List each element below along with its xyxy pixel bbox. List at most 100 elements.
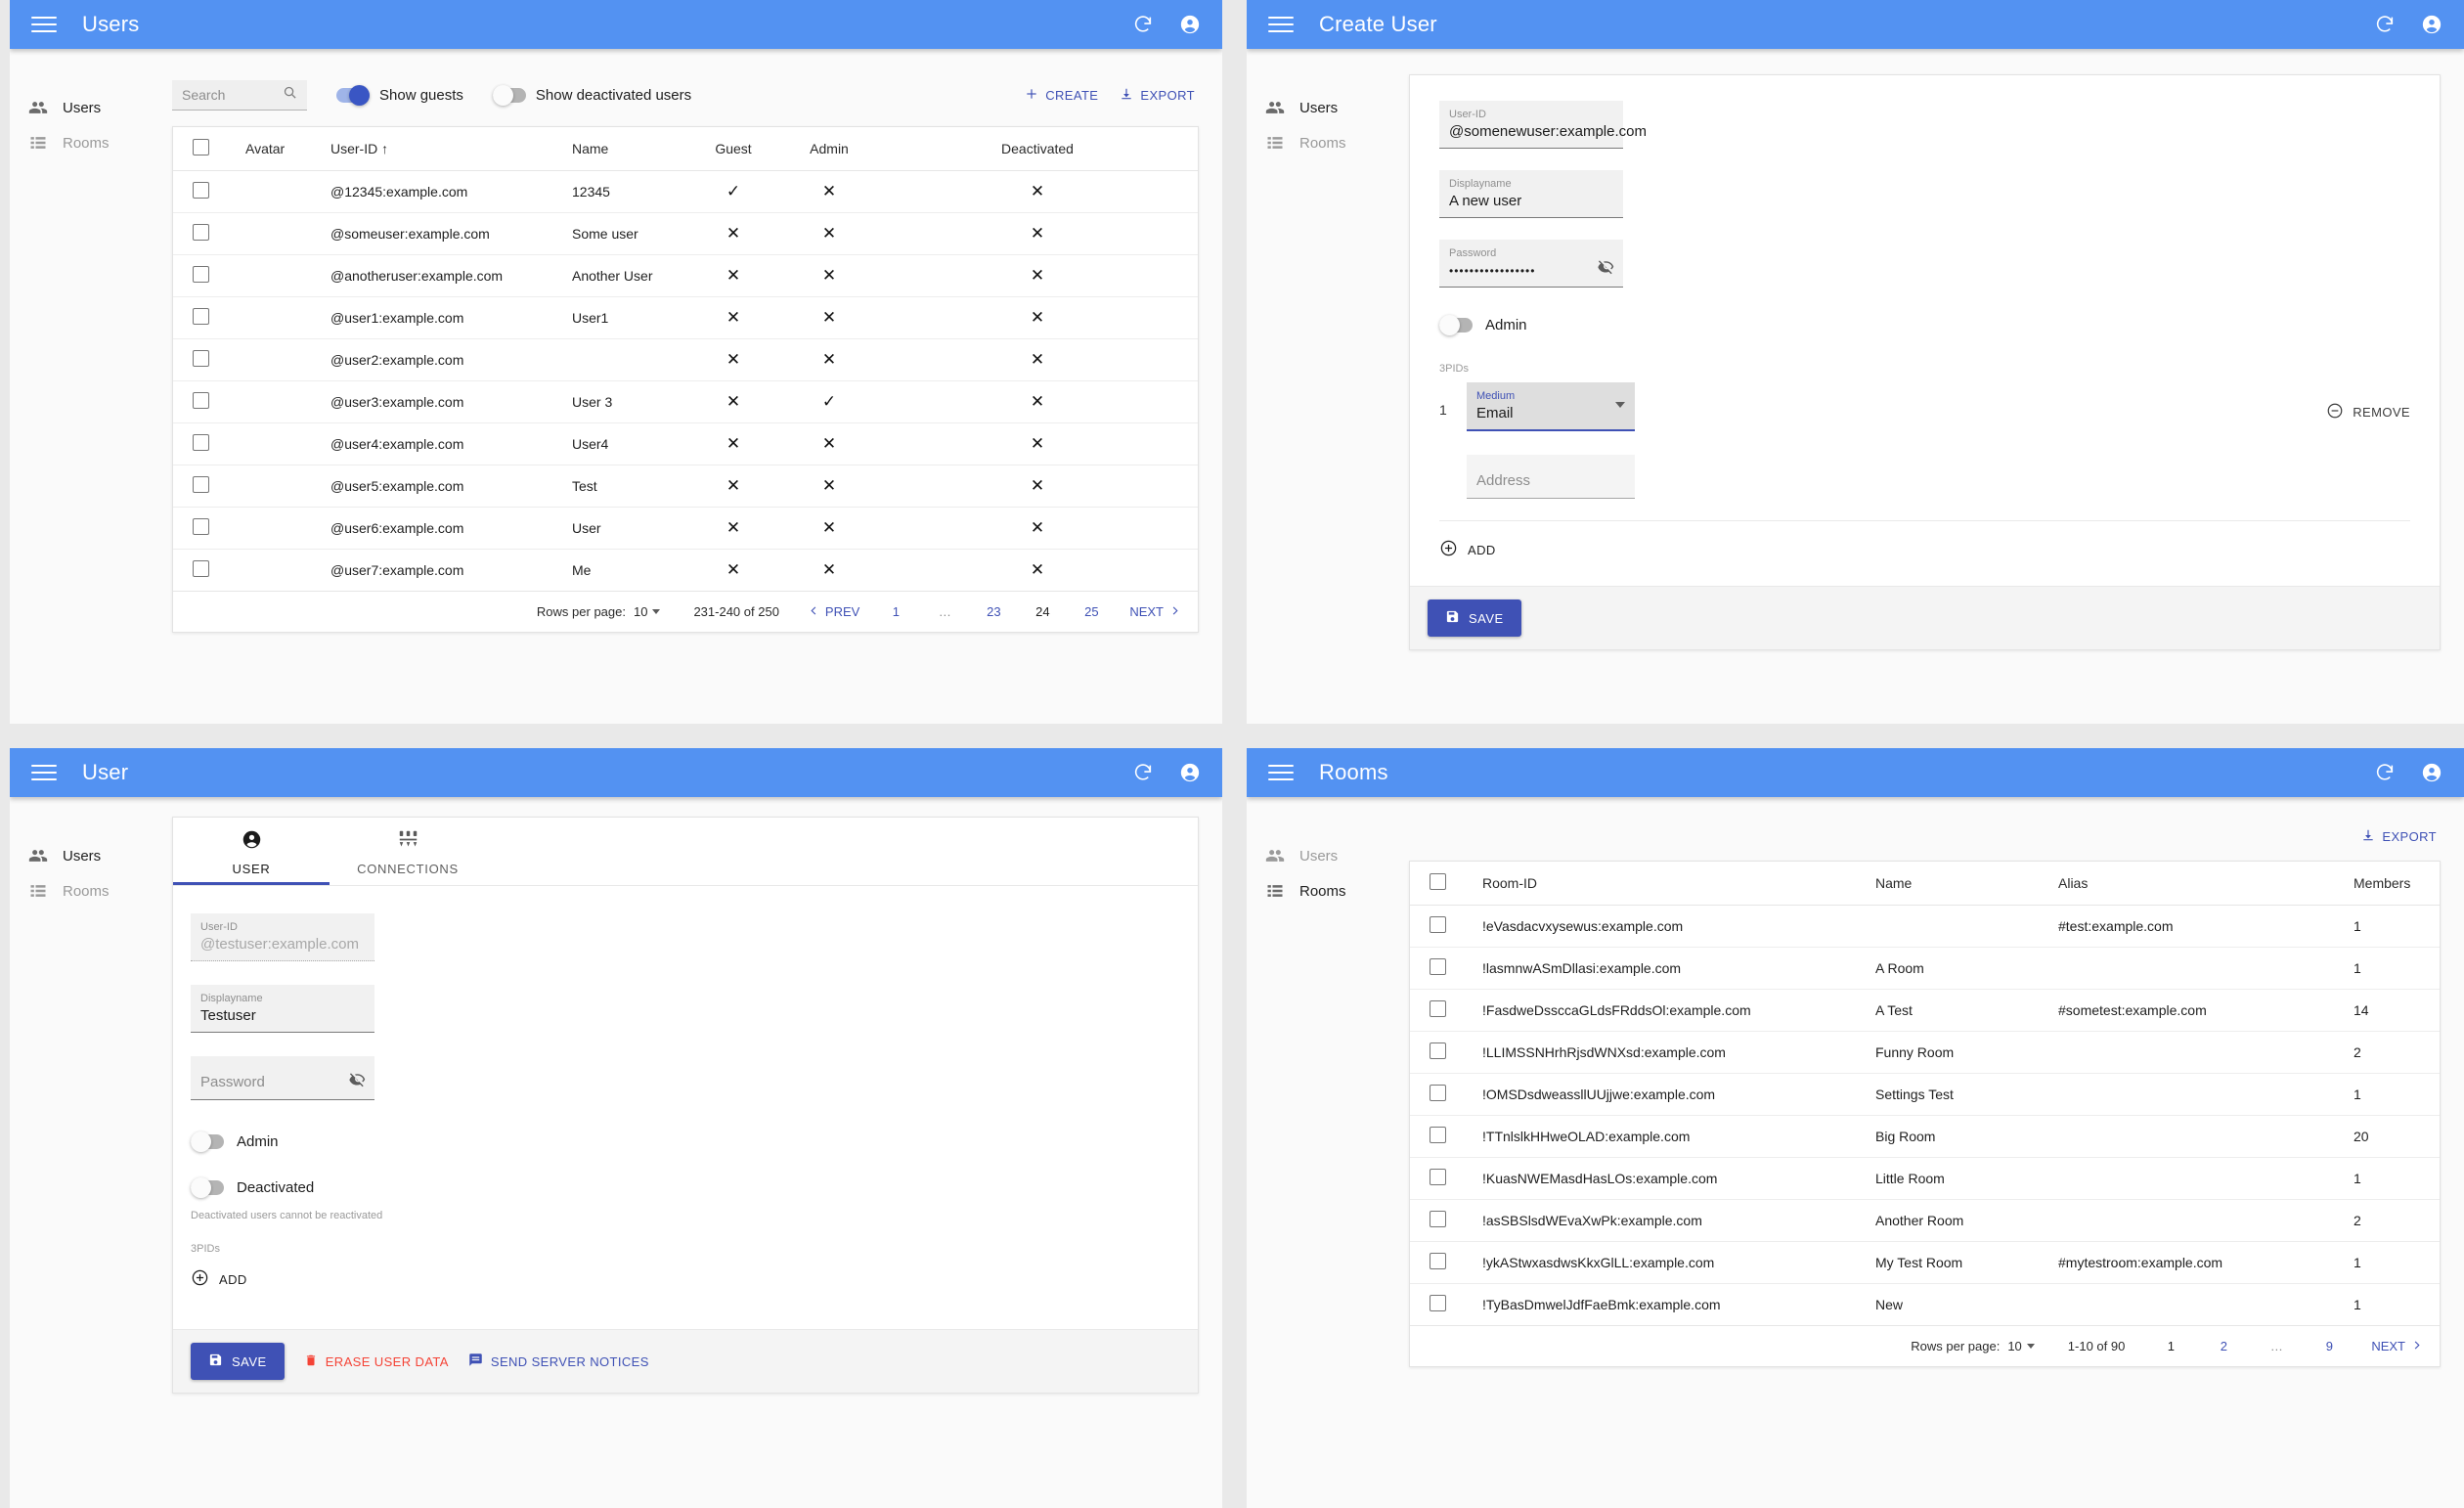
password-field[interactable]: Password •••••••••••••••••	[1439, 240, 1623, 288]
table-row[interactable]: @user6:example.com User ✕ ✕ ✕	[173, 507, 1198, 550]
row-checkbox[interactable]	[193, 266, 209, 283]
row-checkbox[interactable]	[1430, 1127, 1446, 1143]
table-row[interactable]: @12345:example.com 12345 ✓ ✕ ✕	[173, 170, 1198, 213]
table-row[interactable]: @user1:example.com User1 ✕ ✕ ✕	[173, 296, 1198, 339]
account-circle-icon[interactable]	[2421, 14, 2442, 35]
page-number[interactable]: 23	[987, 604, 1001, 619]
header-user-id[interactable]: User-ID ↑	[325, 127, 566, 171]
page-number[interactable]: 1	[2167, 1339, 2175, 1353]
sidebar-item-rooms[interactable]: Rooms	[1247, 125, 1391, 160]
next-page-button[interactable]: NEXT	[1129, 604, 1180, 619]
address-field[interactable]: Address	[1467, 455, 1635, 499]
row-checkbox[interactable]	[193, 560, 209, 577]
account-circle-icon[interactable]	[1179, 14, 1201, 35]
header-avatar[interactable]: Avatar	[240, 127, 325, 171]
hamburger-menu-icon[interactable]	[1268, 12, 1294, 37]
row-checkbox[interactable]	[1430, 1253, 1446, 1269]
header-admin[interactable]: Admin	[781, 127, 877, 171]
next-page-button[interactable]: NEXT	[2371, 1339, 2422, 1353]
header-members[interactable]: Members	[2348, 862, 2440, 906]
row-checkbox[interactable]	[1430, 1169, 1446, 1185]
row-checkbox[interactable]	[1430, 1085, 1446, 1101]
rows-per-page-select[interactable]: 10	[634, 604, 661, 619]
tab-user[interactable]: USER	[173, 818, 330, 885]
header-room-id[interactable]: Room-ID	[1476, 862, 1870, 906]
header-name[interactable]: Name	[1870, 862, 2052, 906]
sidebar-item-rooms[interactable]: Rooms	[10, 873, 154, 909]
rows-per-page-select[interactable]: 10	[2007, 1339, 2035, 1353]
table-row[interactable]: !asSBSlsdWEvaXwPk:example.com Another Roo…	[1410, 1199, 2440, 1242]
table-row[interactable]: !TTnlslkHHweOLAD:example.com Big Room 20	[1410, 1115, 2440, 1158]
table-row[interactable]: !FasdweDssccaGLdsFRddsOl:example.com A Te…	[1410, 989, 2440, 1032]
table-row[interactable]: !KuasNWEMasdHasLOs:example.com Little Roo…	[1410, 1157, 2440, 1200]
sidebar-item-users[interactable]: Users	[10, 90, 154, 125]
page-number[interactable]: 25	[1084, 604, 1099, 619]
select-all-checkbox[interactable]	[193, 139, 209, 155]
admin-toggle[interactable]	[191, 1131, 224, 1152]
row-checkbox[interactable]	[1430, 916, 1446, 933]
export-button[interactable]: EXPORT	[1120, 87, 1195, 104]
search-input[interactable]: Search	[172, 80, 307, 111]
displayname-field[interactable]: Displayname A new user	[1439, 170, 1623, 218]
deactivated-toggle[interactable]	[191, 1177, 224, 1198]
export-button[interactable]: EXPORT	[2361, 828, 2437, 845]
header-guest[interactable]: Guest	[685, 127, 781, 171]
table-row[interactable]: @user7:example.com Me ✕ ✕ ✕	[173, 549, 1198, 592]
tab-connections[interactable]: CONNECTIONS	[330, 818, 486, 885]
row-checkbox[interactable]	[193, 308, 209, 325]
table-row[interactable]: !OMSDsdweassllUUjjwe:example.com Settings…	[1410, 1073, 2440, 1116]
page-number[interactable]: 24	[1035, 604, 1050, 619]
sidebar-item-users[interactable]: Users	[1247, 90, 1391, 125]
sidebar-item-users[interactable]: Users	[1247, 838, 1391, 873]
add-threepid-button[interactable]: ADD	[191, 1268, 1198, 1290]
row-checkbox[interactable]	[193, 224, 209, 241]
user-id-field[interactable]: User-ID @somenewuser:example.com	[1439, 101, 1647, 149]
displayname-field[interactable]: Displayname Testuser	[191, 985, 374, 1033]
create-button[interactable]: CREATE	[1025, 87, 1098, 104]
table-row[interactable]: @user2:example.com ✕ ✕ ✕	[173, 338, 1198, 381]
prev-page-button[interactable]: PREV	[809, 604, 859, 619]
sidebar-item-rooms[interactable]: Rooms	[1247, 873, 1391, 909]
row-checkbox[interactable]	[193, 350, 209, 367]
hamburger-menu-icon[interactable]	[31, 12, 57, 37]
sidebar-item-rooms[interactable]: Rooms	[10, 125, 154, 160]
account-circle-icon[interactable]	[2421, 762, 2442, 783]
show-deactivated-toggle[interactable]	[492, 85, 526, 106]
save-button[interactable]: SAVE	[191, 1343, 285, 1380]
header-name[interactable]: Name	[566, 127, 685, 171]
visibility-off-icon[interactable]	[1598, 258, 1614, 280]
refresh-icon[interactable]	[2374, 14, 2396, 35]
row-checkbox[interactable]	[193, 476, 209, 493]
hamburger-menu-icon[interactable]	[1268, 760, 1294, 785]
table-row[interactable]: !LLIMSSNHrhRjsdWNXsd:example.com Funny Ro…	[1410, 1031, 2440, 1074]
medium-select[interactable]: Medium Email	[1467, 382, 1635, 431]
page-number[interactable]: 9	[2325, 1339, 2333, 1353]
row-checkbox[interactable]	[193, 434, 209, 451]
table-row[interactable]: @anotheruser:example.com Another User ✕ ✕ ✕	[173, 254, 1198, 297]
admin-toggle[interactable]	[1439, 315, 1473, 335]
header-alias[interactable]: Alias	[2052, 862, 2348, 906]
show-guests-toggle[interactable]	[336, 85, 370, 106]
refresh-icon[interactable]	[1132, 14, 1154, 35]
refresh-icon[interactable]	[1132, 762, 1154, 783]
header-deactivated[interactable]: Deactivated	[877, 127, 1198, 171]
row-checkbox[interactable]	[193, 518, 209, 535]
sidebar-item-users[interactable]: Users	[10, 838, 154, 873]
add-threepid-button[interactable]: ADD	[1439, 539, 2410, 560]
row-checkbox[interactable]	[1430, 958, 1446, 975]
row-checkbox[interactable]	[1430, 1295, 1446, 1311]
visibility-off-icon[interactable]	[349, 1071, 366, 1092]
table-row[interactable]: !lasmnwASmDllasi:example.com A Room 1	[1410, 947, 2440, 990]
save-button[interactable]: SAVE	[1428, 599, 1521, 637]
table-row[interactable]: @someuser:example.com Some user ✕ ✕ ✕	[173, 212, 1198, 255]
password-field[interactable]: Password	[191, 1056, 374, 1100]
account-circle-icon[interactable]	[1179, 762, 1201, 783]
send-server-notices-button[interactable]: SEND SERVER NOTICES	[468, 1353, 649, 1370]
row-checkbox[interactable]	[193, 182, 209, 199]
page-number[interactable]: 1	[892, 604, 900, 619]
table-row[interactable]: @user3:example.com User 3 ✕ ✓ ✕	[173, 380, 1198, 423]
row-checkbox[interactable]	[1430, 1211, 1446, 1227]
row-checkbox[interactable]	[193, 392, 209, 409]
erase-user-data-button[interactable]: ERASE USER DATA	[304, 1353, 449, 1370]
table-row[interactable]: @user4:example.com User4 ✕ ✕ ✕	[173, 422, 1198, 466]
